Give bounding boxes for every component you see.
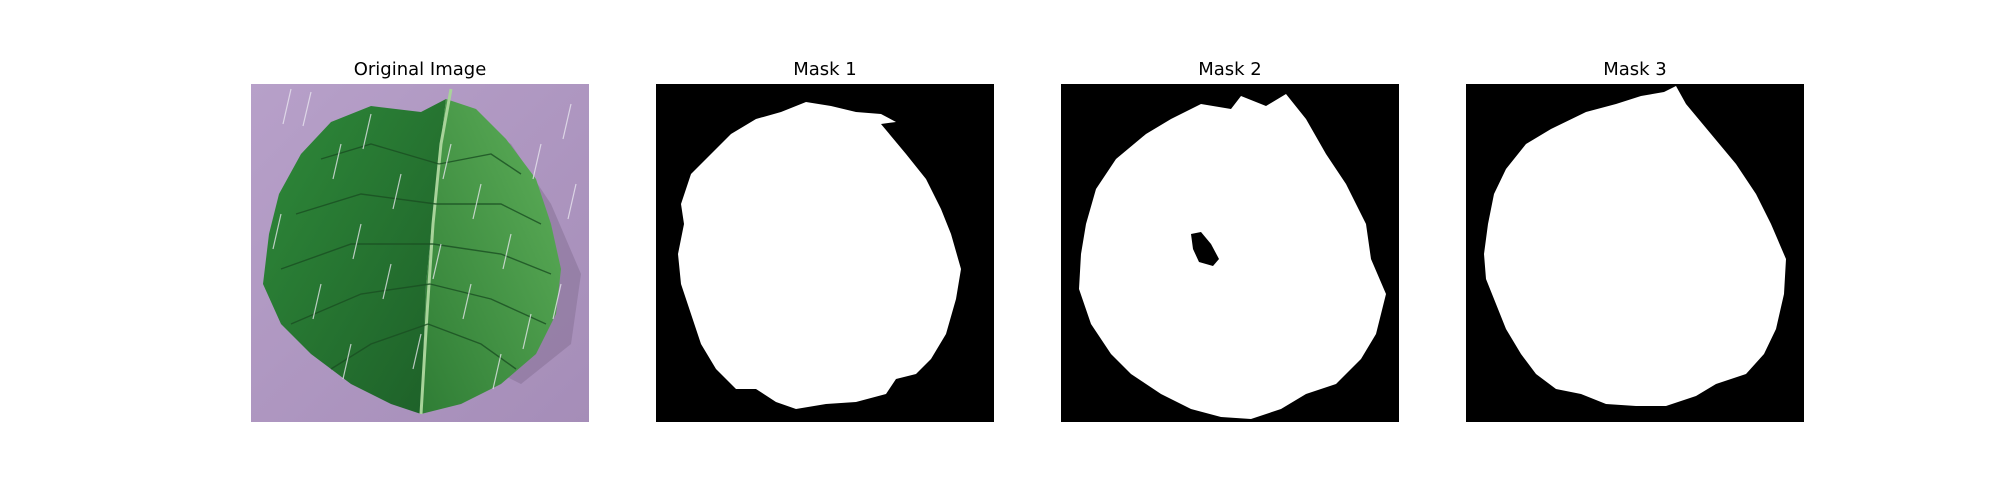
mask-2-image bbox=[1061, 84, 1399, 422]
panel-mask-1: Mask 1 bbox=[656, 0, 994, 500]
rain-streaks bbox=[272, 88, 577, 390]
panel-mask-3: Mask 3 bbox=[1466, 0, 1804, 500]
panel-title: Mask 2 bbox=[1198, 59, 1262, 80]
panel-mask-2: Mask 2 bbox=[1061, 0, 1399, 500]
panel-title: Mask 1 bbox=[793, 59, 857, 80]
mask-foreground bbox=[678, 102, 961, 409]
mask-3-image bbox=[1466, 84, 1804, 422]
original-image bbox=[251, 84, 589, 422]
panel-original-image: Original Image bbox=[251, 0, 589, 500]
panel-title: Mask 3 bbox=[1603, 59, 1667, 80]
mask-foreground bbox=[1079, 94, 1386, 419]
leaf-midrib bbox=[419, 88, 453, 415]
mask-foreground bbox=[1484, 86, 1786, 406]
mask-1-image bbox=[656, 84, 994, 422]
panel-title: Original Image bbox=[353, 59, 487, 80]
